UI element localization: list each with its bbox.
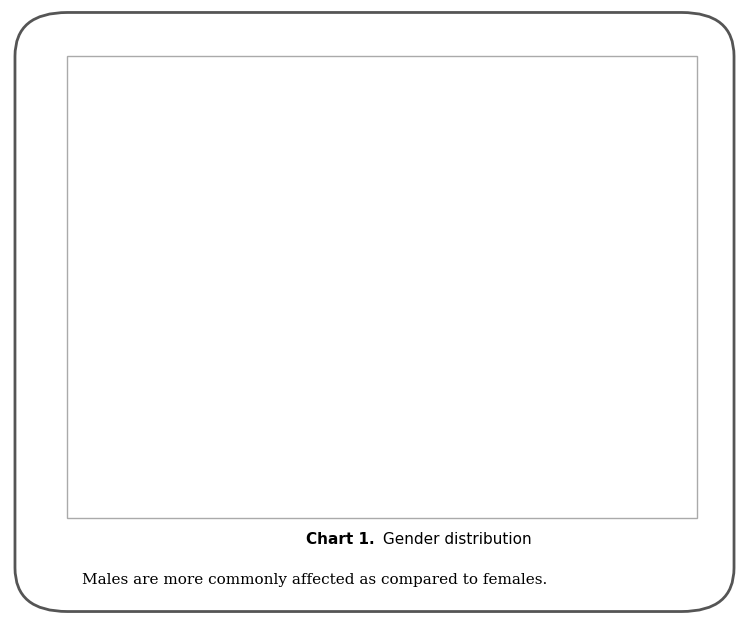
Text: Chart 1.: Chart 1. [306,532,374,547]
Text: Gender distribution: Gender distribution [274,110,490,129]
Text: 58.88%: 58.88% [196,300,255,314]
Polygon shape [461,288,560,422]
Polygon shape [141,172,461,402]
Polygon shape [351,287,461,422]
Text: Males are more commonly affected as compared to females.: Males are more commonly affected as comp… [82,573,548,587]
Polygon shape [141,288,461,440]
Text: 41.11%: 41.11% [446,260,505,275]
Text: Gender distribution: Gender distribution [378,532,532,547]
Legend: Female (37 pts), Male (53 pts): Female (37 pts), Male (53 pts) [500,255,667,319]
Polygon shape [351,172,560,385]
Polygon shape [351,287,461,422]
